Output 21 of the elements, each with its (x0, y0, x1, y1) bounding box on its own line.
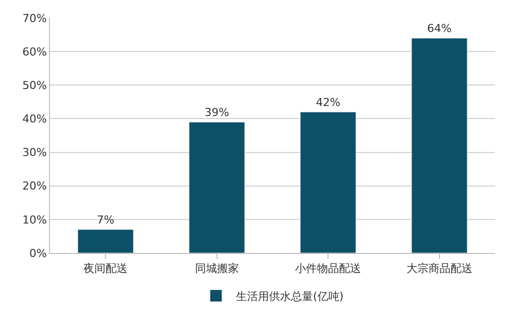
x-tick-label: 夜间配送 (84, 262, 128, 276)
data-label: 42% (316, 96, 340, 109)
x-tick-label: 大宗商品配送 (406, 262, 472, 276)
data-label: 64% (427, 22, 452, 36)
bar (300, 112, 356, 253)
y-tick-label: 50% (22, 78, 47, 92)
data-label: 7% (96, 214, 114, 226)
bar (411, 38, 468, 253)
data-label: 39% (204, 106, 230, 120)
y-tick-label: 60% (22, 45, 47, 58)
legend-label: 生活用供水总量(亿吨) (236, 290, 344, 303)
y-tick-label: 20% (22, 180, 47, 193)
y-tick-label: 10% (22, 213, 47, 226)
bar (78, 229, 134, 253)
y-tick-label: 70% (22, 12, 47, 25)
x-tick-label: 小件物品配送 (295, 262, 362, 276)
y-tick-label: 40% (22, 112, 47, 126)
x-tick-label: 同城搬家 (194, 262, 239, 276)
y-tick-label: 0% (29, 246, 47, 260)
bar (188, 122, 245, 253)
y-tick-label: 30% (22, 146, 47, 160)
